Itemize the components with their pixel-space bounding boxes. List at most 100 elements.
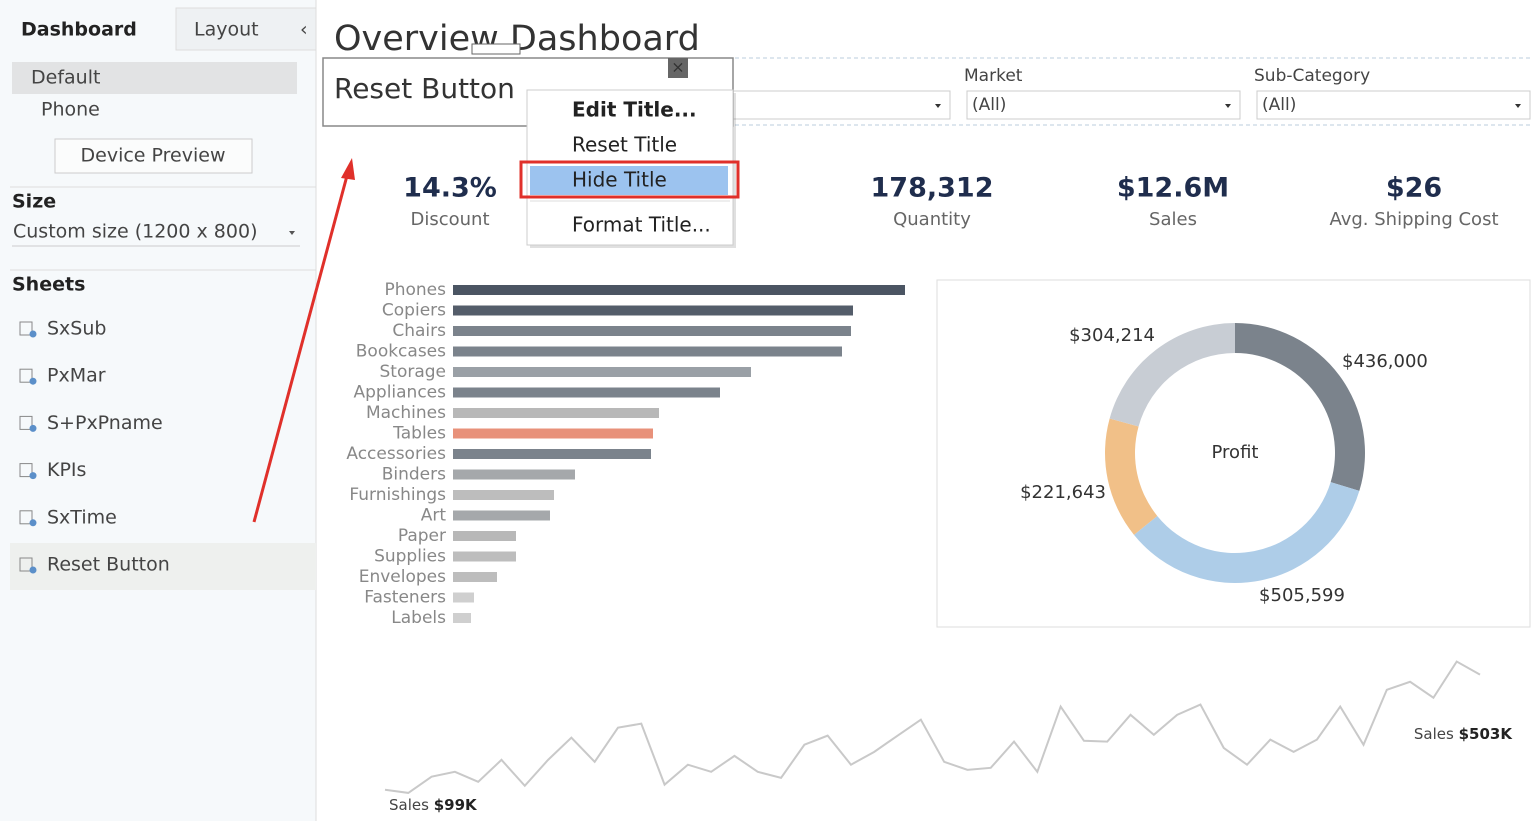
- category-label: Labels: [391, 608, 446, 628]
- bar: [453, 367, 751, 377]
- sheet-item[interactable]: KPIs: [47, 459, 86, 481]
- bar: [453, 285, 905, 295]
- filter-dropdown[interactable]: [699, 90, 951, 120]
- close-icon[interactable]: ×: [671, 58, 684, 77]
- kpi-value: 178,312: [871, 173, 994, 204]
- category-label: Accessories: [346, 444, 446, 464]
- bar: [453, 326, 851, 336]
- data-label: $505,599: [1259, 585, 1345, 606]
- sheet-icon-badge: [29, 566, 37, 574]
- donut-segment: [1109, 323, 1235, 427]
- filter-dropdown[interactable]: [966, 90, 1241, 120]
- sheet-item[interactable]: PxMar: [47, 365, 106, 387]
- device-phone[interactable]: Phone: [41, 99, 100, 121]
- data-label: $436,000: [1342, 351, 1428, 372]
- filter-label: Sub-Category: [1254, 66, 1370, 86]
- device-preview-button[interactable]: [54, 138, 253, 174]
- layout-tab-label[interactable]: Layout: [194, 19, 259, 41]
- sheet-item[interactable]: SxTime: [47, 506, 117, 528]
- filter-value[interactable]: (All): [1262, 95, 1296, 115]
- menu-item[interactable]: Format Title...: [572, 213, 711, 237]
- bar: [453, 408, 659, 418]
- sidebar: [0, 0, 316, 821]
- bar: [453, 305, 853, 316]
- menu-item[interactable]: Reset Title: [572, 133, 677, 157]
- device-selected: [12, 62, 297, 94]
- category-label: Tables: [392, 424, 446, 444]
- kpi-value: $26: [1386, 173, 1442, 204]
- donut-segment: [1133, 482, 1360, 584]
- arrow-head: [341, 158, 355, 180]
- menu-item[interactable]: Hide Title: [572, 168, 667, 192]
- filter-value[interactable]: (All): [972, 95, 1006, 115]
- size-dropdown[interactable]: Custom size (1200 x 800): [13, 221, 257, 243]
- caret: [1225, 104, 1231, 108]
- size-heading: Size: [12, 191, 56, 213]
- donut-segment: [1235, 323, 1365, 491]
- annotation-text: Sales: [1414, 725, 1454, 743]
- category-label: Chairs: [392, 321, 446, 341]
- category-label: Bookcases: [356, 342, 446, 362]
- caret: [1515, 104, 1521, 108]
- sheet-icon: [19, 368, 33, 383]
- bar: [453, 490, 554, 500]
- category-label: Storage: [379, 362, 446, 382]
- sheet-icon: [19, 557, 33, 572]
- kpi-label: Quantity: [893, 209, 971, 230]
- move-handle[interactable]: [471, 43, 521, 55]
- donut-segment: [1105, 418, 1158, 535]
- sheet-icon-badge: [29, 472, 37, 480]
- sheet-item[interactable]: Reset Button: [47, 554, 170, 576]
- filter-dropdown[interactable]: [1256, 90, 1531, 120]
- kpi-label: Sales: [1149, 209, 1197, 230]
- category-label: Phones: [384, 280, 446, 300]
- menu-item[interactable]: Edit Title...: [572, 98, 697, 122]
- selected-title[interactable]: Reset Button: [334, 72, 515, 105]
- data-label: $304,214: [1069, 325, 1155, 346]
- device-preview-label[interactable]: Device Preview: [81, 145, 226, 167]
- bar: [453, 449, 651, 459]
- bar: [453, 346, 842, 357]
- bar: [453, 592, 474, 603]
- arrow: [252, 171, 350, 523]
- sheet-icon-badge: [29, 330, 37, 338]
- category-label: Fasteners: [364, 588, 446, 608]
- caret: [935, 104, 941, 108]
- category-label: Appliances: [353, 383, 446, 403]
- device-default[interactable]: Default: [31, 67, 100, 89]
- caret: [289, 231, 295, 235]
- sheet-item[interactable]: S+PxPname: [47, 412, 163, 434]
- category-label: Furnishings: [349, 485, 446, 505]
- category-label: Copiers: [382, 301, 446, 321]
- sheet-icon: [19, 415, 33, 430]
- category-label: Envelopes: [359, 567, 446, 587]
- sheet-icon: [19, 321, 33, 336]
- kpi-label: Avg. Shipping Cost: [1329, 209, 1498, 230]
- annotation: Sales $99K: [389, 796, 478, 814]
- bar: [453, 572, 497, 582]
- annotation-text: Sales: [389, 796, 429, 814]
- sheet-selected: [10, 543, 316, 590]
- filter-label: Market: [964, 66, 1023, 86]
- bar: [453, 428, 653, 439]
- sheets-heading: Sheets: [12, 274, 85, 296]
- kpi-value: 14.3%: [403, 173, 497, 204]
- kpi-value: $12.6M: [1117, 173, 1229, 204]
- annotation: Sales $503K: [1414, 725, 1513, 743]
- category-label: Binders: [382, 465, 446, 485]
- line: [384, 660, 1481, 794]
- sheet-icon-badge: [29, 519, 37, 527]
- layout-tab[interactable]: [175, 7, 317, 51]
- category-label: Art: [421, 506, 447, 526]
- sheet-item[interactable]: SxSub: [47, 318, 106, 340]
- bar: [453, 387, 720, 398]
- bar: [453, 551, 516, 562]
- collapse-icon[interactable]: ‹: [300, 19, 308, 41]
- annotation-value: $99K: [434, 796, 478, 814]
- highlight-box: [519, 160, 740, 199]
- dashboard-tab[interactable]: Dashboard: [21, 19, 137, 41]
- data-label: $221,643: [1020, 482, 1106, 503]
- sheet-icon-badge: [29, 424, 37, 432]
- close-button[interactable]: [668, 58, 688, 78]
